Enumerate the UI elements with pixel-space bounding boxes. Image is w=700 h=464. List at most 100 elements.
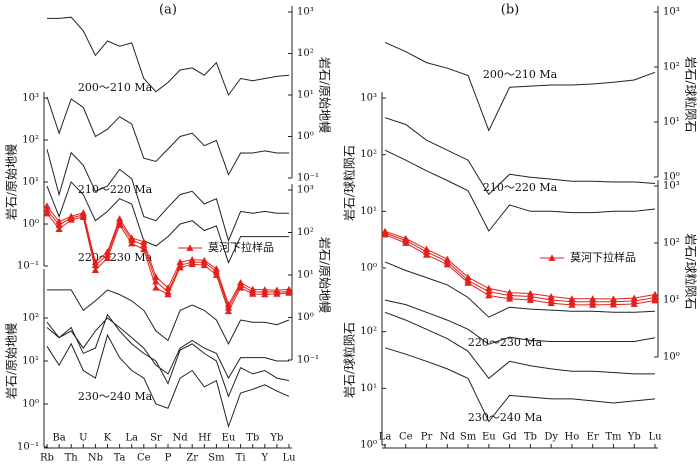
x-tick-label: Eu <box>222 433 236 444</box>
y-tick-label: 10¹ <box>297 270 314 281</box>
x-tick-label: Y <box>260 453 268 464</box>
x-tick-label: Sm <box>460 432 477 443</box>
sample-marker <box>273 286 281 294</box>
sample-marker <box>91 266 99 274</box>
y-tick-label: 10⁰ <box>22 219 39 230</box>
envelope-line <box>384 299 656 345</box>
x-tick-label: Th <box>65 453 79 464</box>
sample-marker <box>140 238 148 245</box>
sample-marker <box>506 295 514 302</box>
sample-marker <box>589 301 597 308</box>
envelope-line <box>47 16 290 97</box>
y-axis-label: 岩石/球粒陨石 <box>342 145 357 221</box>
sample-marker <box>152 284 160 291</box>
x-tick-label: Dy <box>544 432 558 443</box>
y-tick-label: 10⁰ <box>297 131 314 142</box>
sample-marker <box>630 294 638 301</box>
sample-marker <box>443 260 451 268</box>
x-tick-label: Nb <box>88 453 103 464</box>
y-tick-label: 10¹ <box>360 383 377 394</box>
envelope-line <box>46 317 289 380</box>
y-tick-label: 10⁰ <box>360 440 377 451</box>
sample-marker <box>176 263 184 271</box>
sample-marker <box>128 234 136 241</box>
y-tick-label: 10³ <box>360 93 377 104</box>
envelope-line <box>46 333 290 429</box>
envelope-line <box>46 313 290 398</box>
sample-marker <box>485 284 493 292</box>
y-axis-label: 岩石/原始地幔 <box>318 237 333 313</box>
sample-marker <box>609 301 618 308</box>
group-label: 220～230 Ma <box>468 336 543 349</box>
y-axis-label: 岩石/原始地幔 <box>318 57 333 133</box>
x-tick-label: Ho <box>565 432 580 443</box>
x-tick-label: Sr <box>150 433 162 444</box>
y-tick-label: 10⁰ <box>663 352 680 363</box>
sample-marker <box>249 290 257 297</box>
sample-marker <box>422 245 431 253</box>
y-tick-label: 10⁰ <box>360 263 377 274</box>
y-tick-label: 10³ <box>297 7 314 18</box>
y-tick-label: 10³ <box>663 181 680 192</box>
x-tick-label: Zr <box>186 453 198 464</box>
legend-label: 莫河下拉样品 <box>208 240 274 254</box>
y-tick-label: 10¹ <box>663 117 680 128</box>
sample-line <box>384 234 656 306</box>
sample-marker <box>402 234 410 242</box>
sample-marker <box>464 279 472 286</box>
y-tick-label: 10¹ <box>297 90 314 101</box>
group-label: 200～210 Ma <box>483 68 558 81</box>
sample-marker <box>568 301 576 308</box>
panel-title: (b) <box>501 3 519 18</box>
group-label: 200～210 Ma <box>78 81 153 94</box>
sample-marker <box>212 271 220 278</box>
envelope-line <box>384 261 656 318</box>
sample-marker <box>402 239 410 246</box>
sample-marker <box>261 290 269 298</box>
y-axis-label: 岩石/球粒陨石 <box>684 56 699 132</box>
sample-marker <box>547 292 555 300</box>
envelope-line <box>384 311 655 380</box>
group-label: 210～220 Ma <box>483 181 558 194</box>
y-tick-label: 10² <box>297 227 314 238</box>
legend-marker <box>548 254 556 261</box>
x-tick-label: Gd <box>502 432 517 443</box>
sample-marker <box>176 258 184 266</box>
x-tick-label: Ti <box>236 453 246 464</box>
sample-marker <box>79 209 87 216</box>
y-tick-label: 10⁻¹ <box>297 173 319 184</box>
sample-marker <box>103 248 112 255</box>
y-tick-label: 10¹ <box>360 206 377 217</box>
sample-line <box>384 230 656 300</box>
x-tick-label: Yb <box>627 432 641 443</box>
sample-marker <box>188 260 196 268</box>
sample-marker <box>381 231 389 238</box>
envelope-line <box>384 117 656 196</box>
x-tick-label: La <box>379 432 392 443</box>
panel-title: (a) <box>159 3 177 18</box>
y-tick-label: 10³ <box>22 93 39 104</box>
sample-marker <box>273 290 281 297</box>
sample-marker <box>224 307 233 315</box>
sample-marker <box>443 255 451 263</box>
y-axis-label: 岩石/原始地幔 <box>4 144 19 220</box>
envelope-line <box>384 149 656 232</box>
sample-marker <box>237 279 245 286</box>
envelope-line <box>384 41 656 132</box>
sample-marker <box>589 295 597 302</box>
y-tick-label: 10² <box>663 238 680 249</box>
y-tick-label: 10⁰ <box>22 399 39 410</box>
y-tick-label: 10¹ <box>22 177 39 188</box>
sample-marker <box>91 258 99 266</box>
y-tick-label: 10⁻¹ <box>17 442 39 453</box>
x-tick-label: Tm <box>605 432 622 443</box>
x-tick-label: U <box>79 433 87 444</box>
y-tick-label: 10² <box>22 313 39 324</box>
sample-marker <box>188 256 196 263</box>
y-tick-label: 10³ <box>663 7 680 18</box>
sample-marker <box>140 245 148 253</box>
x-tick-label: Tb <box>524 432 537 443</box>
x-tick-label: Rb <box>40 453 54 464</box>
x-tick-label: Pr <box>421 432 433 443</box>
